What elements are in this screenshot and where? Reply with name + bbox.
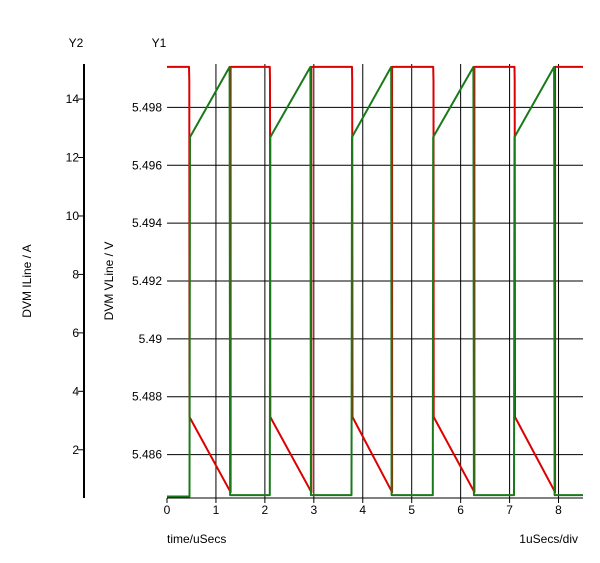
x-axis-label: time/uSecs (167, 532, 226, 546)
y2-tick-label: 14 (66, 92, 80, 106)
y2-ticks: 2 4 6 8 10 12 14 (66, 92, 84, 457)
y1-tick-label: 5.49 (139, 332, 163, 346)
y2-axis-label: DVM ILine / A (20, 244, 34, 317)
y1-tick-label: 5.494 (132, 216, 162, 230)
y2-tick-label: 4 (72, 384, 79, 398)
y2-tick-label: 2 (72, 443, 79, 457)
series-layer (167, 65, 583, 498)
x-tick-label: 6 (457, 503, 464, 517)
x-tick-label: 7 (506, 503, 513, 517)
x-tick-label: 3 (310, 503, 317, 517)
x-ticks: 0 1 2 3 4 5 6 7 8 (164, 498, 562, 517)
series-line-iline (167, 65, 583, 498)
y2-tick-label: 10 (66, 209, 80, 223)
y1-tick-label: 5.486 (132, 448, 162, 462)
x-tick-label: 4 (359, 503, 366, 517)
x-tick-label: 0 (164, 503, 171, 517)
y1-tick-label: 5.488 (132, 390, 162, 404)
y1-tick-label: 5.496 (132, 158, 162, 172)
x-tick-label: 1 (213, 503, 220, 517)
series-line-vline (167, 65, 583, 494)
y1-axis-label: DVM VLine / V (102, 242, 116, 321)
y2-tick-label: 8 (72, 267, 79, 281)
x-tick-label: 8 (555, 503, 562, 517)
y1-tick-label: 5.498 (132, 100, 162, 114)
x-tick-label: 2 (262, 503, 269, 517)
y1-ticks: 5.486 5.488 5.49 5.492 5.494 5.496 5.498 (132, 100, 162, 461)
x-tick-label: 5 (408, 503, 415, 517)
y2-axis-name: Y2 (69, 36, 84, 50)
y1-tick-label: 5.492 (132, 274, 162, 288)
x-scale-label: 1uSecs/div (519, 532, 578, 546)
y2-tick-label: 6 (72, 326, 79, 340)
y2-tick-label: 12 (66, 151, 80, 165)
y1-axis-name: Y1 (152, 36, 167, 50)
